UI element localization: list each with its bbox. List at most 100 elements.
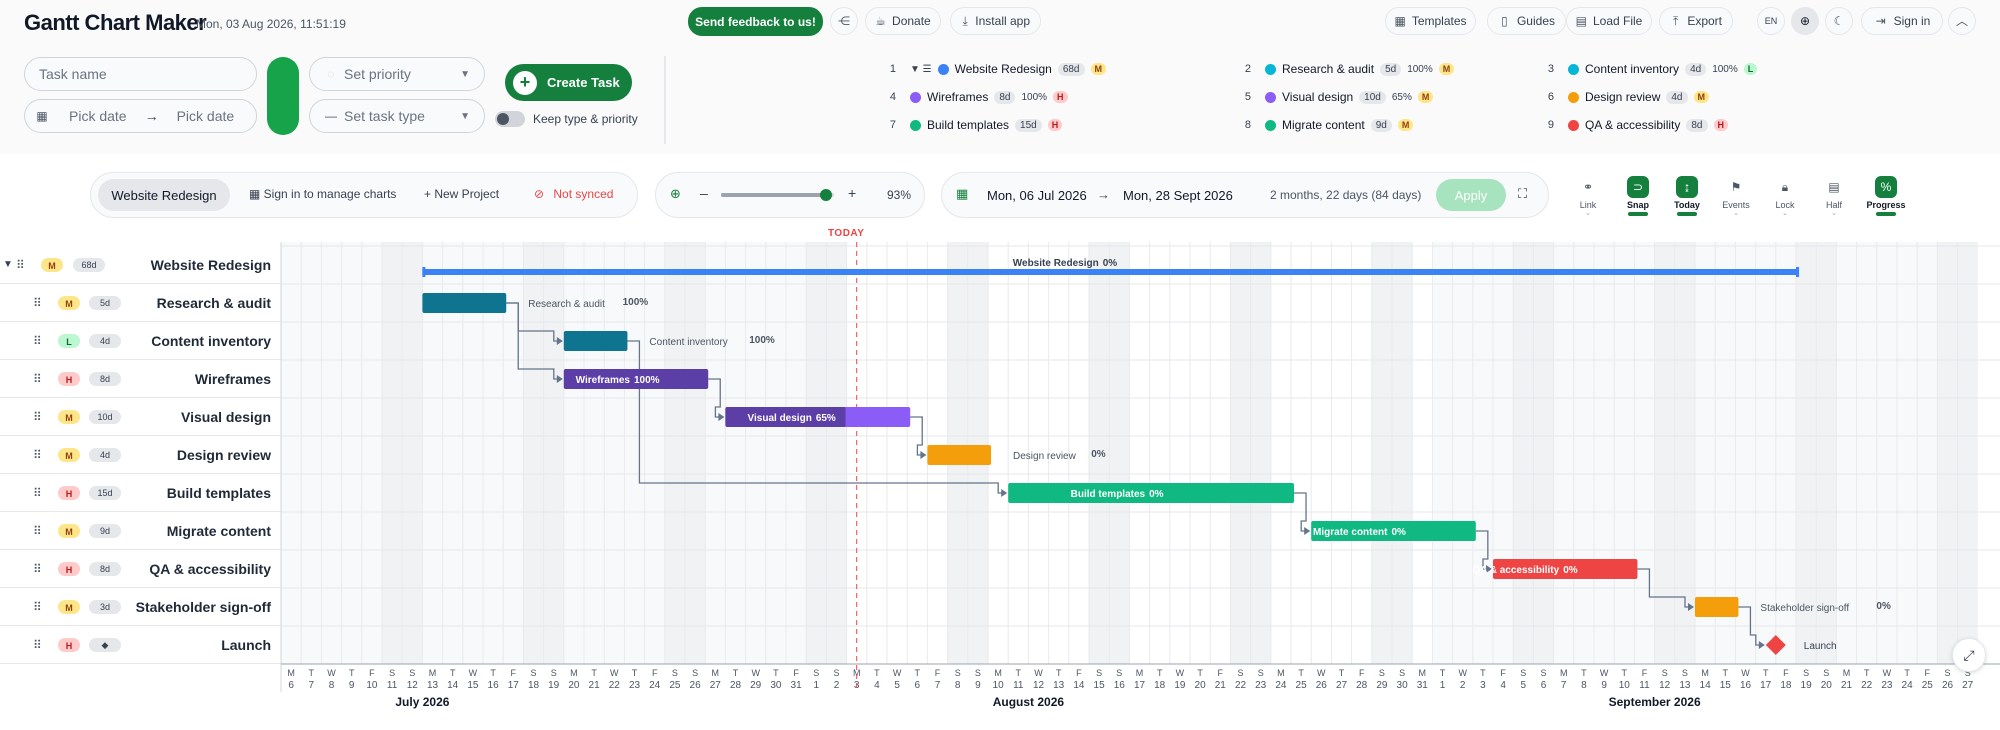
date-tick: 1 [814,680,820,691]
fullscreen-button[interactable]: ⤢ [1952,638,1986,672]
tool-events[interactable]: ⚑ Events ⌄ [1714,174,1758,218]
dependency-link[interactable] [1738,606,1764,646]
install-app-button[interactable]: ⤓ Install app [950,7,1041,35]
task-bar[interactable] [422,293,507,313]
tool-progress[interactable]: % Progress [1864,174,1908,218]
collapse-button[interactable]: ︿ [1948,7,1976,35]
task-bar[interactable] [1695,597,1739,617]
task-row[interactable]: ⠿ H ◆ Launch [0,626,281,664]
language-button[interactable]: EN [1757,7,1785,35]
range-start-date[interactable]: Mon, 06 Jul 2026 [987,188,1087,203]
donate-button[interactable]: ☕ Donate [865,7,941,35]
date-range-input[interactable]: ▦ Pick date → Pick date [24,99,257,133]
day-column [1169,242,1190,664]
export-button[interactable]: ⤒ Export [1659,7,1733,35]
task-row[interactable]: ⠿ M 5d Research & audit [0,284,281,322]
task-bar[interactable] [1493,559,1638,579]
drag-handle-icon[interactable]: ⠿ [33,333,42,348]
zoom-fit-icon[interactable]: ⊕ [670,186,681,201]
task-row[interactable]: ⠿ H 15d Build templates [0,474,281,512]
task-type-select[interactable]: — Set task type ▼ [309,99,485,133]
task-row[interactable]: ⠿ M 3d Stakeholder sign-off [0,588,281,626]
summary-item[interactable]: 8 Migrate content 9d M [1235,116,1414,134]
task-name-input[interactable]: Task name [24,57,257,91]
milestone-diamond[interactable] [1765,635,1786,655]
drag-handle-icon[interactable]: ⠿ [33,637,42,652]
priority-select[interactable]: ◌ Set priority ▼ [309,57,485,91]
manage-charts-button[interactable]: ▦ Sign in to manage charts [249,187,396,201]
summary-item[interactable]: 2 Research & audit 5d 100% M [1235,60,1455,78]
task-row[interactable]: ⠿ M 4d Design review [0,436,281,474]
tool-lock[interactable]: 🔒︎ Lock ⌄ [1763,174,1807,218]
drag-handle-icon[interactable]: ⠿ [33,447,42,462]
dependency-link[interactable] [627,340,1007,494]
group-toggle-icon[interactable]: ▼ ☰ [910,63,932,75]
start-date-picker[interactable]: Pick date [69,108,127,124]
expand-icon[interactable]: ⛶ [1518,186,1528,201]
summary-item[interactable]: 5 Visual design 10d 65% M [1235,88,1434,106]
zoom-slider-handle[interactable] [820,189,833,201]
zoom-out-button[interactable]: – [700,185,708,201]
summary-item[interactable]: 9 QA & accessibility 8d H [1538,116,1728,134]
zoom-slider-fill [721,193,827,197]
summary-item[interactable]: 3 Content inventory 4d 100% L [1538,60,1758,78]
tool-link[interactable]: ⚭ Link ⌄ [1566,174,1610,218]
drag-handle-icon[interactable]: ⠿ [33,599,42,614]
dependency-link[interactable] [1637,568,1693,608]
keep-type-toggle[interactable] [495,111,525,127]
task-bar[interactable] [927,445,992,465]
sign-in-button[interactable]: ⇥ Sign in [1861,7,1943,35]
range-end-date[interactable]: Mon, 28 Sept 2026 [1123,188,1233,203]
task-row[interactable]: ⠿ M 10d Visual design [0,398,281,436]
end-date-picker[interactable]: Pick date [176,108,235,124]
summary-item[interactable]: 1 ▼ ☰ Website Redesign 68d M [880,60,1106,78]
task-row[interactable]: ▼ ⠿ M 68d Website Redesign [0,246,281,284]
task-bar[interactable] [1008,483,1295,503]
tool-snap[interactable]: ⊃ Snap [1616,174,1660,218]
tool-today[interactable]: ↨ Today [1665,174,1709,218]
summary-item[interactable]: 7 Build templates 15d H [880,116,1063,134]
drag-handle-icon[interactable]: ⠿ [33,371,42,386]
duration-badge: 8d [89,562,121,576]
group-bar[interactable] [422,269,1800,275]
dependency-link[interactable] [708,378,724,418]
templates-button[interactable]: ▦ Templates [1385,7,1476,35]
create-task-button[interactable]: + Create Task [505,64,632,101]
task-row[interactable]: ⠿ H 8d Wireframes [0,360,281,398]
guides-button[interactable]: ▯ Guides [1487,7,1566,35]
zoom-slider[interactable] [721,189,834,201]
drag-handle-icon[interactable]: ⠿ [16,257,25,272]
dependency-link[interactable] [1475,530,1491,570]
task-row[interactable]: ⠿ L 4d Content inventory [0,322,281,360]
weekday-tick: S [1520,668,1526,678]
accessibility-button[interactable]: ⊕ [1791,7,1819,35]
task-bar[interactable] [1311,521,1476,541]
summary-item[interactable]: 6 Design review 4d M [1538,88,1709,106]
dependency-link[interactable] [1294,492,1310,532]
drag-handle-icon[interactable]: ⠿ [33,561,42,576]
drag-handle-icon[interactable]: ⠿ [33,295,42,310]
task-row[interactable]: ⠿ M 9d Migrate content [0,512,281,550]
drag-handle-icon[interactable]: ⠿ [33,523,42,538]
task-row[interactable]: ⠿ H 8d QA & accessibility [0,550,281,588]
apply-range-button[interactable]: Apply [1436,179,1506,211]
dependency-link[interactable] [910,416,926,456]
dependency-link[interactable] [506,302,562,380]
share-button[interactable]: ⋲ [830,7,858,35]
load-file-button[interactable]: ▤ Load File [1566,7,1652,35]
task-color-picker[interactable] [267,57,299,135]
collapse-toggle-icon[interactable]: ▼ [3,259,13,270]
task-bar[interactable] [563,331,628,351]
month-label: August 2026 [993,695,1065,709]
zoom-in-button[interactable]: + [848,185,857,201]
new-project-button[interactable]: + New Project [424,187,499,201]
day-column [1876,242,1897,664]
dark-mode-button[interactable]: ☾ [1825,7,1853,35]
drag-handle-icon[interactable]: ⠿ [33,485,42,500]
task-bar[interactable] [563,369,709,389]
tool-half[interactable]: ▤ Half ⌄ [1812,174,1856,218]
summary-item[interactable]: 4 Wireframes 8d 100% H [880,88,1068,106]
feedback-button[interactable]: Send feedback to us! [688,7,823,36]
drag-handle-icon[interactable]: ⠿ [33,409,42,424]
project-selector[interactable]: Website Redesign [98,179,230,211]
